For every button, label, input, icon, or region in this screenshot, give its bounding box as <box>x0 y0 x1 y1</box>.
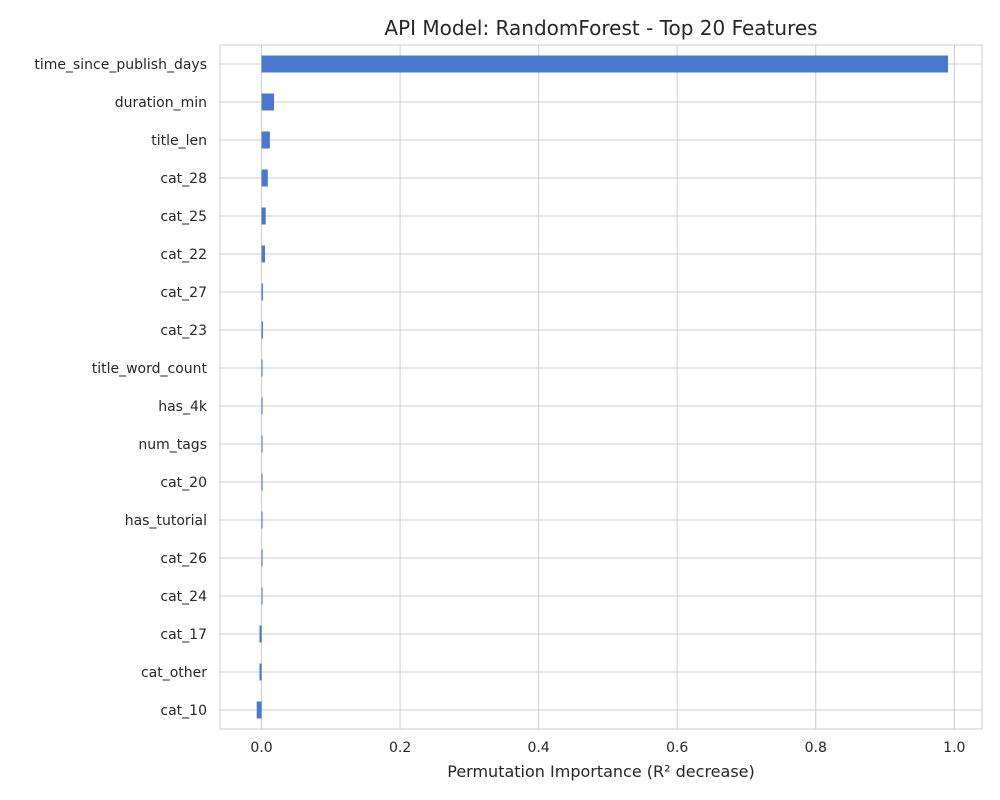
y-tick-label: cat_25 <box>160 209 207 225</box>
y-tick-label: cat_28 <box>160 171 207 187</box>
bar-num-tags <box>261 435 263 453</box>
bar-cat-22 <box>261 245 266 263</box>
bar-duration-min <box>261 93 275 111</box>
plot-frame <box>219 44 983 730</box>
bar-cat-26 <box>261 549 263 567</box>
bar-title-len <box>261 131 270 149</box>
bar-time-since-publish-days <box>261 55 949 73</box>
bar-cat-10 <box>256 701 262 719</box>
y-tick-label: cat_23 <box>160 323 207 339</box>
x-tick-label: 0.8 <box>805 740 827 756</box>
y-tick-label: time_since_publish_days <box>34 57 207 73</box>
bar-cat-20 <box>261 473 263 491</box>
y-tick-label: num_tags <box>138 437 207 453</box>
y-tick-label: cat_27 <box>160 285 207 301</box>
x-tick-label: 0.0 <box>250 740 272 756</box>
x-tick-labels: 0.0 0.2 0.4 0.6 0.8 1.0 <box>250 740 965 756</box>
bar-cat-27 <box>261 283 263 301</box>
chart-title: API Model: RandomForest - Top 20 Feature… <box>384 16 817 40</box>
x-tick-label: 0.4 <box>528 740 550 756</box>
y-tick-label: title_word_count <box>92 361 208 377</box>
y-tick-label: cat_20 <box>160 475 207 491</box>
y-tick-label: cat_26 <box>160 551 207 567</box>
bar-has-tutorial <box>261 511 263 529</box>
bars <box>256 55 949 719</box>
bar-cat-17 <box>259 625 262 643</box>
y-tick-labels: time_since_publish_days duration_mintitle… <box>34 57 208 719</box>
y-tick-label: duration_min <box>115 95 207 111</box>
y-tick-label: has_4k <box>158 399 208 415</box>
bar-title-word-count <box>261 359 263 377</box>
y-tick-label: cat_other <box>141 665 207 681</box>
x-tick-label: 1.0 <box>943 740 965 756</box>
bar-cat-28 <box>261 169 268 187</box>
bar-cat-24 <box>261 587 263 605</box>
y-tick-label: has_tutorial <box>125 513 207 529</box>
bar-cat-25 <box>261 207 266 225</box>
x-tick-label: 0.6 <box>666 740 688 756</box>
y-tick-label: title_len <box>151 133 207 149</box>
x-tick-label: 0.2 <box>389 740 411 756</box>
x-axis-label: Permutation Importance (R² decrease) <box>447 762 754 781</box>
y-tick-label: cat_22 <box>160 247 207 263</box>
bar-has-4k <box>261 397 263 415</box>
grid-lines <box>220 45 982 729</box>
y-tick-label: cat_17 <box>160 627 207 643</box>
y-tick-label: cat_24 <box>160 589 207 605</box>
y-tick-label: cat_10 <box>160 703 207 719</box>
bar-cat-other <box>259 663 262 681</box>
bar-cat-23 <box>261 321 263 339</box>
